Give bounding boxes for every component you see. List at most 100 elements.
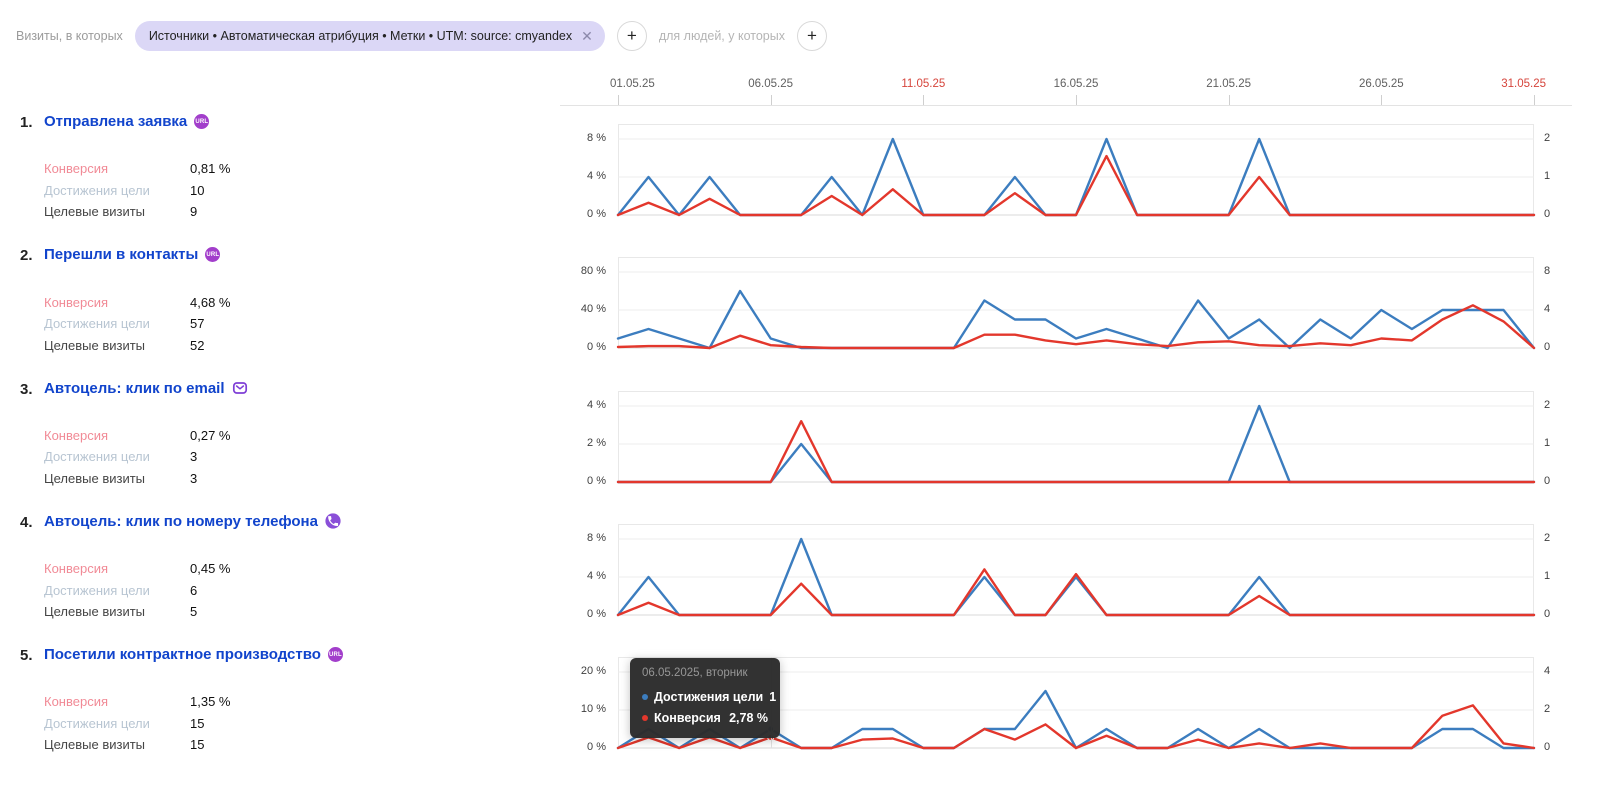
- tooltip-conversion-value: 2,78 %: [729, 710, 768, 725]
- chart-plot-area-4: [618, 523, 1534, 615]
- remove-segment-icon[interactable]: ✕: [581, 28, 593, 44]
- right-axis-tick: 4: [1544, 303, 1551, 316]
- date-label-11.05.25: 11.05.25: [901, 78, 946, 90]
- tooltip-date: 06.05.2025, вторник: [642, 667, 748, 679]
- goal-title-row: Отправлена заявка URL: [44, 113, 210, 130]
- goal-title-row: Посетили контрактное производство URL: [44, 646, 343, 663]
- right-axis-tick: 2: [1544, 398, 1551, 411]
- stat-row-conversion: Конверсия 0,27 %: [44, 425, 230, 447]
- goal-chart-3[interactable]: [616, 391, 1536, 486]
- tooltip-row-conversion: Конверсия 2,78 %: [642, 707, 768, 728]
- stat-row-conversion: Конверсия 1,35 %: [44, 691, 230, 713]
- left-axis-tick: 8 %: [587, 531, 606, 544]
- goal-number: 5.: [20, 647, 33, 665]
- left-axis-tick: 4 %: [587, 398, 606, 411]
- url-badge-icon: URL: [194, 114, 210, 129]
- left-axis-tick: 10 %: [580, 703, 606, 716]
- email-icon: [232, 382, 247, 394]
- left-axis-tick: 2 %: [587, 436, 606, 449]
- stat-label-conversion: Конверсия: [44, 294, 109, 310]
- left-axis-tick: 80 %: [580, 265, 606, 278]
- stat-value-conversion: 0,81 %: [190, 161, 231, 177]
- chart-plot-area-5: [618, 657, 1534, 749]
- stat-row-reaches: Достижения цели 57: [44, 313, 230, 335]
- segment-chip-text: Источники • Автоматическая атрибуция • М…: [148, 29, 573, 43]
- date-tick: [1534, 95, 1535, 105]
- stat-value-visits: 5: [190, 604, 198, 620]
- stat-row-conversion: Конверсия 4,68 %: [44, 291, 230, 313]
- stat-label-visits: Целевые визиты: [44, 604, 146, 620]
- stat-value-conversion: 0,27 %: [190, 427, 231, 443]
- conversion-bullet-icon: [642, 714, 648, 721]
- goal-title-link-2[interactable]: Перешли в контакты: [44, 246, 199, 264]
- right-axis-tick: 4: [1544, 665, 1551, 678]
- date-label-21.05.25: 21.05.25: [1206, 78, 1252, 90]
- stat-value-conversion: 4,68 %: [190, 294, 231, 310]
- stat-value-visits: 15: [190, 737, 205, 753]
- stat-label-visits: Целевые визиты: [44, 737, 146, 753]
- stat-row-visits: Целевые визиты 52: [44, 334, 230, 356]
- stat-row-visits: Целевые визиты 3: [44, 468, 230, 490]
- goal-title-row: Перешли в контакты URL: [44, 246, 221, 264]
- right-axis-tick: 0: [1544, 607, 1551, 620]
- goal-chart-4[interactable]: [616, 524, 1536, 619]
- stat-row-reaches: Достижения цели 15: [44, 713, 230, 735]
- goal-number: 3.: [20, 380, 33, 398]
- reaches-bullet-icon: [642, 693, 648, 700]
- date-tick: [1381, 95, 1383, 105]
- stat-row-conversion: Конверсия 0,45 %: [44, 558, 230, 580]
- stat-value-reaches: 3: [190, 449, 198, 465]
- left-axis-tick: 0 %: [587, 474, 606, 487]
- right-axis-tick: 1: [1544, 569, 1551, 582]
- url-badge-icon: URL: [327, 647, 343, 663]
- date-label-26.05.25: 26.05.25: [1358, 78, 1404, 90]
- left-axis-tick: 0 %: [587, 208, 606, 220]
- date-axis-divider: [560, 105, 1572, 106]
- goal-chart-2[interactable]: [616, 257, 1536, 352]
- goal-title-link-3[interactable]: Автоцель: клик по email: [44, 379, 225, 397]
- add-people-condition-button[interactable]: +: [796, 21, 827, 51]
- stat-value-conversion: 1,35 %: [190, 694, 231, 710]
- stat-label-conversion: Конверсия: [44, 427, 109, 443]
- people-filter-label: для людей, у которых: [658, 29, 785, 43]
- left-axis-tick: 0 %: [587, 607, 606, 620]
- add-visit-condition-button[interactable]: +: [616, 21, 647, 51]
- right-axis-tick: 1: [1544, 170, 1551, 182]
- right-axis-tick: 1: [1544, 436, 1551, 449]
- stat-row-visits: Целевые визиты 15: [44, 734, 230, 756]
- segment-chip[interactable]: Источники • Автоматическая атрибуция • М…: [134, 21, 605, 51]
- left-axis-tick: 20 %: [580, 665, 606, 678]
- stat-label-conversion: Конверсия: [44, 561, 109, 577]
- stat-row-reaches: Достижения цели 10: [44, 180, 230, 202]
- left-axis-tick: 8 %: [587, 132, 606, 144]
- tooltip-conversion-label: Конверсия: [654, 710, 721, 725]
- goal-stats: Конверсия 4,68 % Достижения цели 57 Целевые …: [44, 291, 230, 356]
- goal-title-row: Автоцель: клик по номеру телефона: [44, 513, 341, 530]
- left-axis-tick: 4 %: [587, 170, 606, 182]
- goal-stats: Конверсия 1,35 % Достижения цели 15 Целевые …: [44, 691, 230, 756]
- goal-number: 2.: [20, 247, 33, 265]
- stat-row-visits: Целевые визиты 9: [44, 201, 230, 223]
- goal-stats: Конверсия 0,45 % Достижения цели 6 Целевые в…: [44, 558, 230, 623]
- stat-row-conversion: Конверсия 0,81 %: [44, 158, 230, 180]
- goal-chart-1[interactable]: [616, 124, 1536, 219]
- goal-title-link-4[interactable]: Автоцель: клик по номеру телефона: [44, 512, 318, 530]
- goal-title-link-5[interactable]: Посетили контрактное производство: [44, 646, 321, 664]
- date-label-16.05.25: 16.05.25: [1053, 78, 1099, 90]
- goal-title-link-1[interactable]: Отправлена заявка: [44, 113, 188, 130]
- date-tick: [923, 95, 925, 105]
- date-tick: [618, 95, 619, 105]
- stat-value-conversion: 0,45 %: [190, 561, 231, 577]
- stat-label-reaches: Достижения цели: [44, 182, 150, 198]
- stat-row-visits: Целевые визиты 5: [44, 601, 230, 623]
- left-axis-tick: 0 %: [587, 341, 606, 354]
- visits-filter-label: Визиты, в которых: [16, 29, 123, 43]
- stat-value-visits: 9: [190, 204, 198, 220]
- stat-value-reaches: 10: [190, 182, 205, 198]
- right-axis-tick: 2: [1544, 132, 1551, 144]
- chart-tooltip: 06.05.2025, вторник Достижения цели 1 Ко…: [630, 658, 780, 738]
- stat-label-visits: Целевые визиты: [44, 204, 146, 220]
- url-badge-icon: URL: [205, 247, 221, 263]
- stat-row-reaches: Достижения цели 6: [44, 579, 230, 601]
